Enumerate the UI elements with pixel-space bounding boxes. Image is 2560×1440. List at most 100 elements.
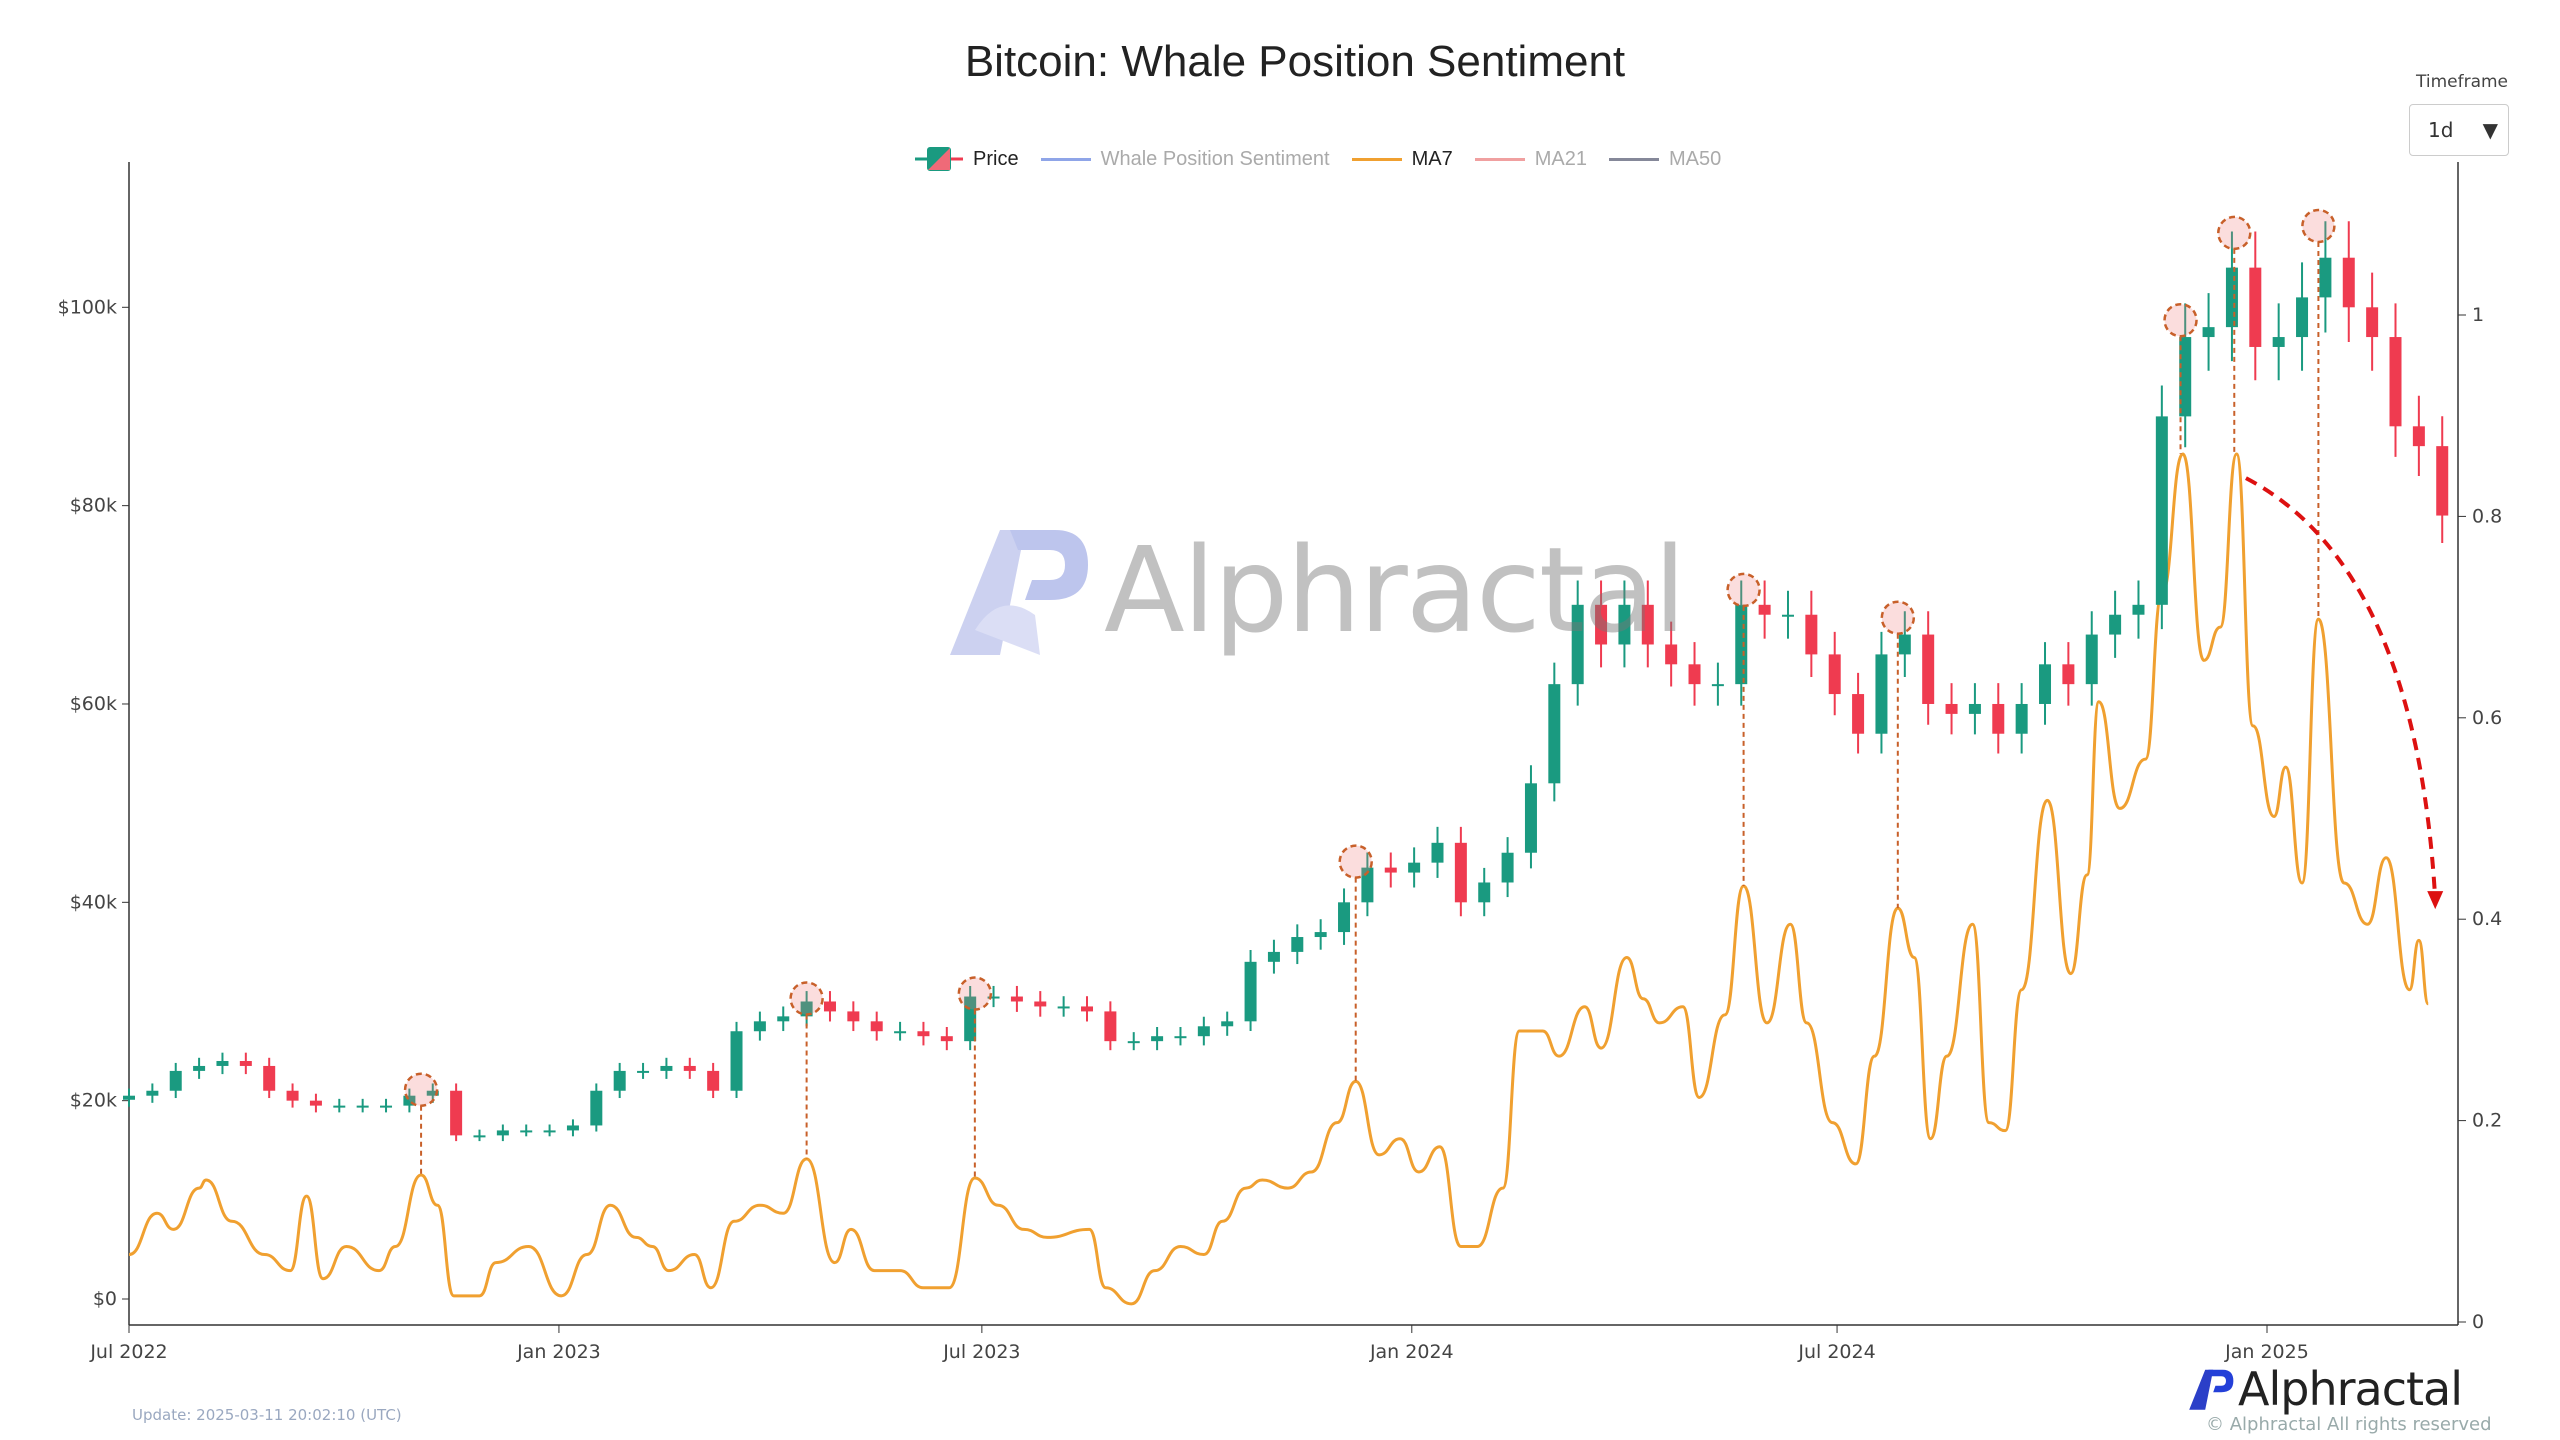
peak-circle-marker bbox=[1726, 572, 1761, 608]
y-right-tick-label: 0.2 bbox=[2472, 1110, 2502, 1132]
price-candle bbox=[1291, 937, 1304, 952]
y-left-tick-label: $100k bbox=[58, 296, 117, 318]
price-candle bbox=[2225, 267, 2238, 328]
price-candle bbox=[2319, 257, 2332, 298]
chart-title: Bitcoin: Whale Position Sentiment bbox=[964, 37, 1626, 86]
price-candle bbox=[730, 1031, 743, 1091]
price-candle bbox=[2436, 446, 2449, 516]
price-candle bbox=[1828, 654, 1841, 695]
price-candle bbox=[1805, 614, 1818, 655]
legend-swatch bbox=[1608, 157, 1659, 161]
price-candle bbox=[1221, 1021, 1234, 1027]
price-candle bbox=[2039, 664, 2052, 704]
price-candle bbox=[1174, 1036, 1187, 1039]
price-candle bbox=[1127, 1041, 1140, 1044]
price-candle bbox=[753, 1021, 766, 1032]
price-candle bbox=[566, 1125, 579, 1131]
price-candle bbox=[543, 1130, 556, 1133]
price-candle bbox=[1338, 902, 1351, 933]
alphractal-logo-icon bbox=[2189, 1369, 2234, 1410]
timeframe-select[interactable]: 1d ▼ bbox=[2409, 104, 2509, 156]
legend-item-ma21[interactable]: MA21 bbox=[1474, 147, 1587, 171]
x-tick-label: Jan 2024 bbox=[1369, 1341, 1454, 1363]
price-candle bbox=[1898, 634, 1911, 655]
price-candle bbox=[2015, 703, 2028, 734]
price-candle bbox=[1197, 1026, 1210, 1037]
legend-item-price[interactable]: Price bbox=[915, 146, 1019, 172]
brand-name: Alphractal bbox=[2238, 1362, 2463, 1416]
peak-circle-marker bbox=[789, 981, 824, 1016]
price-candle bbox=[286, 1090, 299, 1101]
price-candle bbox=[473, 1135, 486, 1138]
price-candle bbox=[450, 1090, 463, 1136]
price-candle bbox=[2132, 604, 2145, 615]
price-candle bbox=[1478, 882, 1491, 903]
y-left-tick-label: $80k bbox=[70, 495, 117, 517]
x-tick-label: Jul 2024 bbox=[1797, 1341, 1875, 1363]
price-candle bbox=[146, 1090, 159, 1096]
downtrend-arrow-line bbox=[2245, 476, 2438, 900]
candlestick-icon bbox=[915, 147, 963, 171]
axes: Jul 2022 Jan 2023 Jul 2023 Jan 2024 Jul 2024… bbox=[58, 162, 2502, 1363]
price-candle bbox=[1758, 604, 1771, 615]
price-candle bbox=[1968, 703, 1981, 714]
price-candle bbox=[1104, 1011, 1117, 1042]
price-candle bbox=[1665, 644, 1678, 665]
y-right-tick-label: 0 bbox=[2472, 1311, 2484, 1333]
price-candle bbox=[380, 1105, 393, 1108]
price-candle bbox=[1548, 684, 1561, 784]
legend-item-whale-sentiment[interactable]: Whale Position Sentiment bbox=[1040, 148, 1330, 171]
price-candle bbox=[847, 1011, 860, 1022]
price-candle bbox=[1875, 654, 1888, 734]
price-candle bbox=[2389, 337, 2402, 427]
price-candle bbox=[987, 996, 1000, 999]
price-candle bbox=[590, 1090, 603, 1126]
price-candle bbox=[637, 1070, 650, 1073]
price-candle bbox=[823, 1001, 836, 1012]
y-left-tick-label: $40k bbox=[70, 891, 117, 913]
price-candle bbox=[2412, 426, 2425, 447]
price-candle bbox=[1384, 867, 1397, 873]
y-left-tick-label: $60k bbox=[70, 693, 117, 715]
legend-label: MA7 bbox=[1411, 147, 1453, 170]
price-candles bbox=[123, 221, 2449, 1142]
price-candle bbox=[1267, 951, 1280, 962]
price-candle bbox=[1501, 852, 1514, 883]
price-candle bbox=[2085, 634, 2098, 685]
price-candle bbox=[2062, 664, 2075, 685]
price-candle bbox=[1314, 932, 1327, 938]
price-candle bbox=[123, 1095, 135, 1100]
ma7-layer bbox=[128, 452, 2430, 1306]
legend-item-ma50[interactable]: MA50 bbox=[1608, 148, 1721, 171]
price-candle bbox=[1922, 634, 1935, 704]
price-candle bbox=[917, 1031, 930, 1037]
price-candle bbox=[169, 1070, 182, 1091]
price-candle bbox=[356, 1105, 369, 1108]
price-candle bbox=[1945, 703, 1958, 714]
price-candle bbox=[2109, 614, 2122, 635]
price-candle bbox=[2202, 327, 2215, 338]
peak-circle-marker bbox=[957, 976, 993, 1011]
downtrend-arrow-head-icon bbox=[2427, 891, 2444, 910]
price-candle bbox=[1010, 996, 1023, 1002]
price-candle bbox=[1244, 961, 1257, 1022]
price-candle bbox=[263, 1065, 276, 1091]
legend-label: MA21 bbox=[1534, 147, 1587, 170]
price-candle bbox=[1571, 604, 1584, 685]
annotations bbox=[403, 208, 2444, 1178]
price-candle bbox=[1595, 604, 1608, 645]
price-candle bbox=[2296, 297, 2309, 338]
update-timestamp: Update: 2025-03-11 20:02:10 (UTC) bbox=[132, 1406, 402, 1424]
price-candle bbox=[2342, 257, 2355, 308]
price-candle bbox=[1524, 783, 1537, 853]
y-left-tick-label: $0 bbox=[93, 1288, 117, 1310]
timeframe-value: 1d bbox=[2428, 118, 2454, 142]
legend-item-ma7[interactable]: MA7 bbox=[1351, 147, 1453, 171]
price-candle bbox=[1641, 604, 1654, 645]
price-candle bbox=[1688, 664, 1701, 685]
price-candle bbox=[1408, 862, 1421, 873]
ma7-series-line bbox=[128, 452, 2430, 1306]
price-candle bbox=[660, 1065, 673, 1071]
y-right-tick-label: 1 bbox=[2472, 304, 2484, 326]
